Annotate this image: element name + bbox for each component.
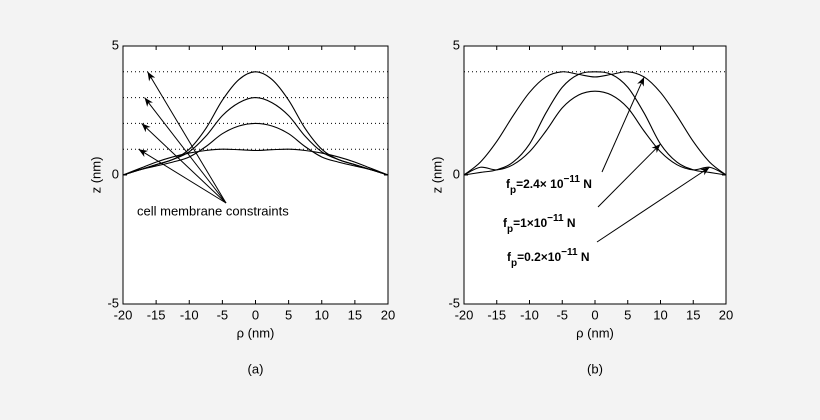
label-coef: =1×10: [513, 216, 547, 230]
y-tick-label: -5: [107, 295, 119, 310]
label-exp: −11: [547, 213, 564, 224]
y-tick-label: 5: [453, 37, 460, 52]
label-sub: p: [510, 185, 516, 196]
line-series: [122, 148, 389, 176]
x-tick-label: 20: [381, 307, 395, 322]
label-f: f: [503, 216, 508, 230]
label-unit: N: [578, 250, 590, 264]
plot-area: [123, 46, 388, 304]
arrow: [601, 76, 645, 173]
x-tick-label: -20: [455, 307, 474, 322]
series-label: fp=2.4× 10−11 N: [506, 174, 592, 196]
x-tick-label: 5: [285, 307, 292, 322]
label-f: f: [506, 177, 511, 191]
label-sub: p: [511, 258, 517, 269]
label-exp: −11: [564, 174, 581, 185]
x-tick-label: -15: [147, 307, 166, 322]
annotation: cell membrane constraints: [137, 203, 289, 218]
x-tick-label: 20: [719, 307, 733, 322]
y-tick-label: -5: [448, 295, 460, 310]
panel: -20 -15 -10 -5 0 5 10 15 20 -5 0 5 ρ (nm) z (nm) (a) ce…: [88, 37, 395, 376]
x-tick-label: -15: [487, 307, 506, 322]
x-tick-label: 10: [653, 307, 667, 322]
label-unit: N: [580, 177, 592, 191]
x-tick-label: 0: [591, 307, 598, 322]
caption: (a): [248, 361, 264, 376]
arrow: [597, 143, 661, 208]
line-series: [122, 97, 389, 176]
axes-frame: [463, 45, 727, 305]
label-sub: p: [507, 224, 513, 235]
arrow: [144, 97, 227, 204]
y-axis-label: z (nm): [429, 157, 444, 194]
y-axis-label: z (nm): [88, 157, 103, 194]
x-tick-label: -10: [520, 307, 539, 322]
label-exp: −11: [561, 247, 578, 258]
label-coef: =2.4× 10: [516, 177, 564, 191]
x-axis-label: ρ (nm): [576, 325, 614, 340]
label-coef: =0.2×10: [517, 250, 561, 264]
x-tick-label: -5: [217, 307, 229, 322]
x-tick-label: 5: [624, 307, 631, 322]
x-tick-label: 0: [252, 307, 259, 322]
plot-area: [464, 46, 726, 304]
line-series: [463, 71, 727, 176]
y-tick-label: 0: [453, 166, 460, 181]
axes-frame: [122, 45, 389, 305]
arrow: [147, 71, 227, 204]
line-series: [463, 90, 727, 176]
arrow: [596, 166, 710, 243]
x-axis-label: ρ (nm): [237, 325, 275, 340]
caption: (b): [587, 361, 603, 376]
label-unit: N: [564, 216, 576, 230]
arrow: [141, 123, 227, 204]
y-tick-label: 5: [112, 37, 119, 52]
x-tick-label: 15: [686, 307, 700, 322]
label-f: f: [507, 250, 512, 264]
series-label: fp=1×10−11 N: [503, 213, 576, 235]
line-series: [122, 122, 389, 176]
y-tick-label: 0: [112, 166, 119, 181]
line-series: [463, 71, 727, 176]
x-tick-label: 10: [315, 307, 329, 322]
x-tick-label: -10: [180, 307, 199, 322]
series-label: fp=0.2×10−11 N: [507, 247, 590, 269]
x-tick-label: -5: [556, 307, 568, 322]
x-tick-label: -20: [114, 307, 133, 322]
x-tick-label: 15: [348, 307, 362, 322]
arrow: [138, 148, 227, 204]
